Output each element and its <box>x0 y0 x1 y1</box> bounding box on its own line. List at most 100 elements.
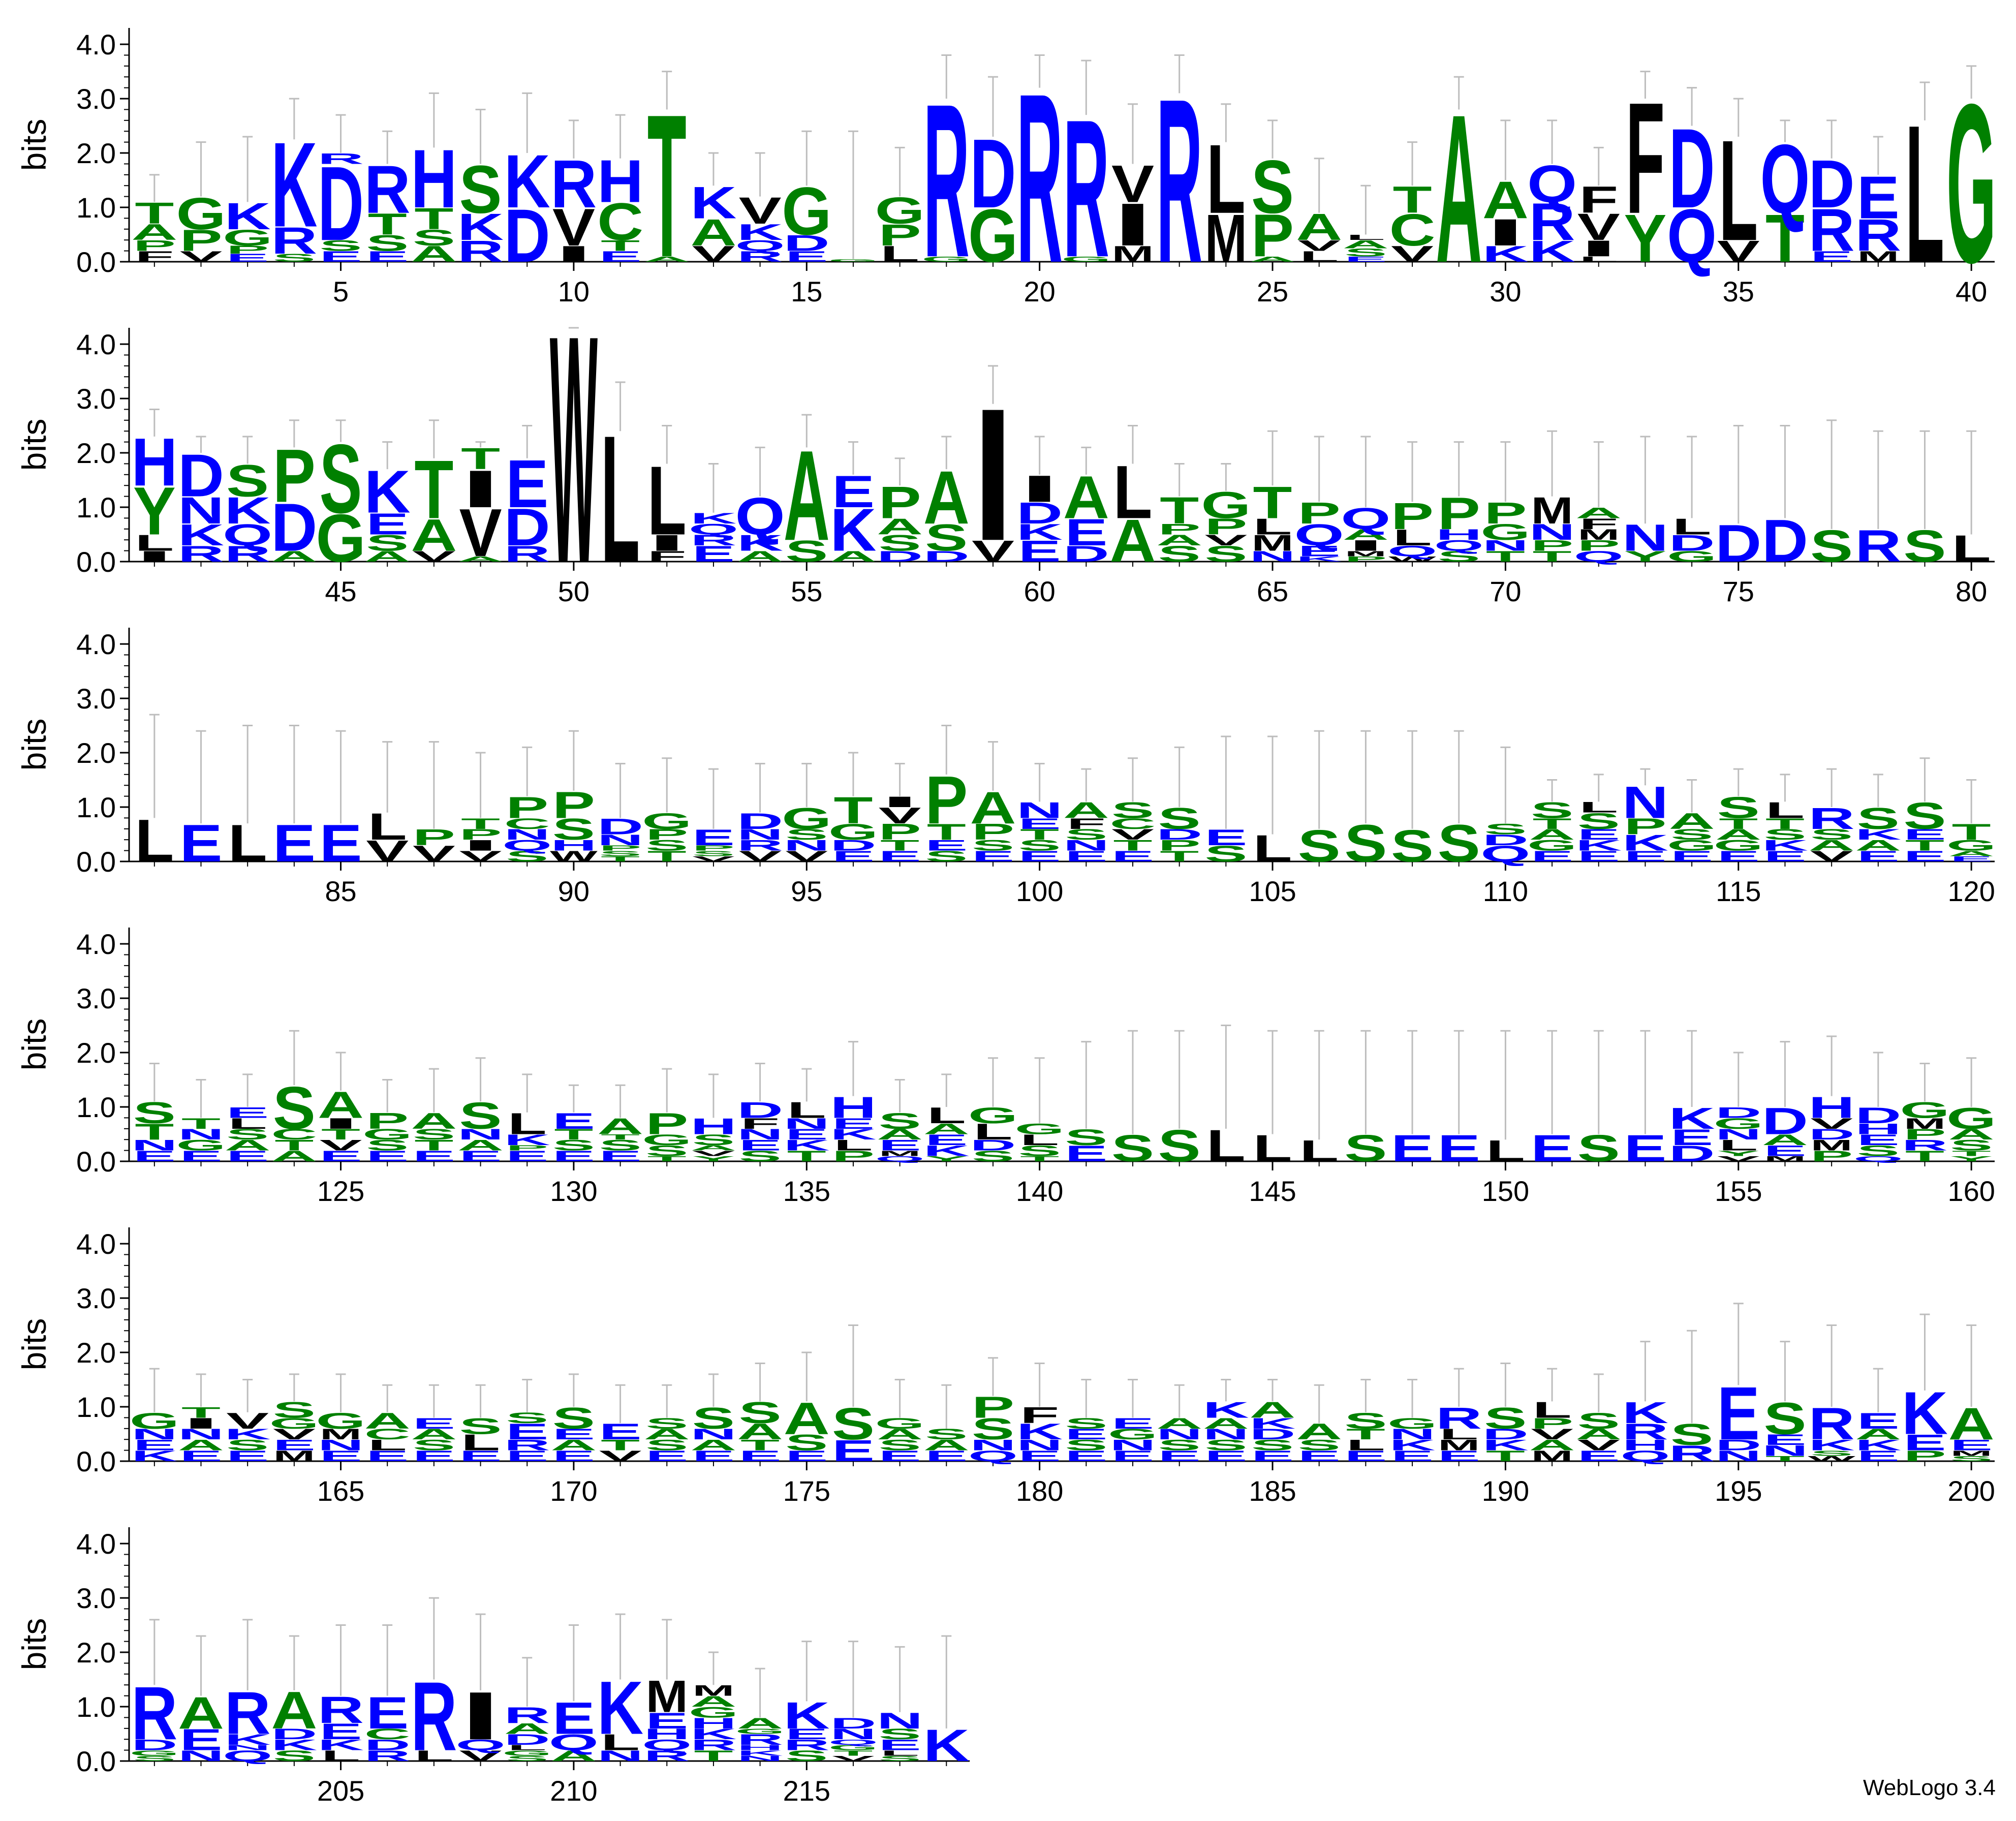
residue-180-N: N <box>1016 1437 1063 1454</box>
residue-133-S: S <box>692 1131 735 1148</box>
residue-180-K: K <box>1016 1419 1063 1444</box>
residue-159-P: P <box>1903 1126 1946 1143</box>
residue-119-T: T <box>1905 837 1944 854</box>
x-tick-label: 70 <box>1490 575 1521 607</box>
residue-94-D: D <box>737 809 783 834</box>
residue-117-V: V <box>1810 848 1853 865</box>
y-tick-label: 4.0 <box>76 628 116 660</box>
residue-88-T: T <box>461 815 500 832</box>
residue-126-S: S <box>366 1137 409 1154</box>
residue-201-R: R <box>131 1671 177 1755</box>
residue-171-T: T <box>601 1437 640 1454</box>
residue-201-D: D <box>131 1737 177 1753</box>
residue-174-E: E <box>739 1447 782 1464</box>
stack-195: NDE <box>1715 1303 1761 1464</box>
residue-113-N: N <box>1622 777 1668 828</box>
residue-68-L: L <box>1393 525 1432 550</box>
residue-139-L: L <box>974 1119 1013 1145</box>
residue-11-T: T <box>601 237 640 254</box>
residue-67-A: A <box>1343 527 1389 543</box>
residue-210-E: E <box>552 1693 595 1744</box>
stack-40: G <box>1946 57 1996 310</box>
residue-130-T: T <box>554 1126 593 1143</box>
residue-161-N: N <box>131 1426 177 1443</box>
stack-211: NLK <box>597 1613 643 1764</box>
residue-74-L: L <box>1672 514 1712 539</box>
residue-38-R: R <box>1855 210 1901 261</box>
residue-22-V: V <box>1111 155 1154 213</box>
residue-99-E: E <box>972 848 1014 865</box>
residue-104-E: E <box>1204 825 1247 850</box>
residue-210-A: A <box>550 1747 597 1764</box>
residue-172-S: S <box>645 1437 688 1454</box>
stack-74: GDL <box>1667 436 1717 565</box>
residue-2-G: G <box>176 189 226 239</box>
residue-212-Q: Q <box>642 1737 692 1753</box>
residue-37-E: E <box>1810 248 1853 265</box>
residue-117-S: S <box>1810 826 1853 843</box>
residue-208-V: V <box>459 1747 502 1764</box>
residue-91-P: P <box>599 844 642 852</box>
residue-160-T: T <box>1952 1149 1991 1158</box>
stack-87: VP <box>413 741 455 867</box>
residue-159-M: M <box>1904 1115 1946 1132</box>
stack-108: S <box>1391 730 1434 872</box>
residue-157-H: H <box>1809 1091 1855 1124</box>
stack-22: MIV <box>1111 103 1154 267</box>
residue-178-E: E <box>925 1447 968 1464</box>
residue-162-A: A <box>178 1437 224 1454</box>
residue-183-S: S <box>1158 1437 1201 1454</box>
stack-44: ADP <box>271 419 317 565</box>
residue-215-E: E <box>785 1726 828 1743</box>
residue-193-H: H <box>1622 1437 1668 1454</box>
residue-213-T: T <box>694 1747 733 1764</box>
residue-207-L: L <box>414 1747 453 1764</box>
residue-60-E: E <box>1018 534 1061 568</box>
residue-63-A: A <box>1156 532 1202 548</box>
residue-90-W: W <box>550 848 598 865</box>
residue-90-S: S <box>552 813 595 846</box>
residue-74-G: G <box>1667 548 1717 565</box>
x-tick-label: 40 <box>1956 275 1987 307</box>
x-tick-label: 90 <box>558 875 590 907</box>
stack-178: EAS <box>923 1384 970 1464</box>
stack-33: YF <box>1624 70 1666 276</box>
residue-192-A: A <box>1575 1426 1622 1443</box>
residue-163-K: K <box>225 1426 271 1443</box>
residue-141-E: E <box>1065 1141 1107 1166</box>
residue-181-E: E <box>1065 1447 1107 1464</box>
residue-96-E: E <box>832 848 875 865</box>
residue-160-A: A <box>1948 1126 1995 1143</box>
residue-216-N: N <box>830 1726 876 1743</box>
residue-99-S: S <box>972 837 1014 854</box>
stack-210: AQE <box>549 1624 599 1764</box>
residue-91-D: D <box>597 814 643 839</box>
stack-54: AKQ <box>735 446 785 565</box>
residue-195-D: D <box>1715 1437 1761 1454</box>
x-tick-label: 195 <box>1715 1475 1762 1507</box>
residue-61-E: E <box>1065 511 1107 553</box>
stack-25: APS <box>1250 119 1296 269</box>
stack-106: S <box>1298 730 1341 872</box>
y-tick-label: 1.0 <box>76 791 116 823</box>
residue-111-G: G <box>1527 837 1577 854</box>
residue-107-S: S <box>1344 814 1387 873</box>
residue-12-T: T <box>647 73 687 300</box>
stack-145: L <box>1253 1030 1292 1169</box>
residue-139-D: D <box>970 1137 1016 1154</box>
